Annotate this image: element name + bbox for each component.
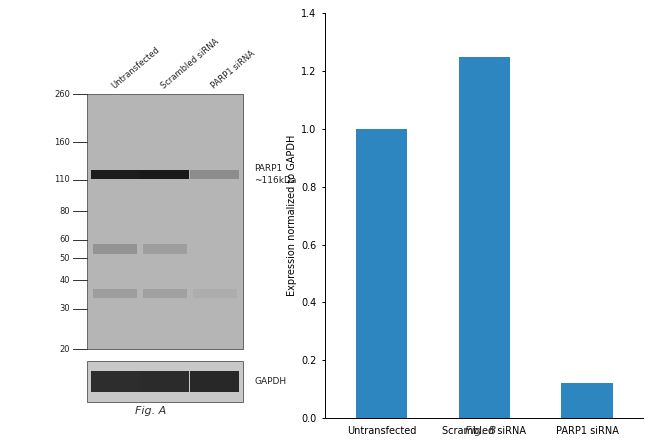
Bar <box>93 289 137 298</box>
Bar <box>93 244 137 254</box>
Text: 260: 260 <box>54 90 70 99</box>
Text: 110: 110 <box>54 175 70 184</box>
Bar <box>143 244 187 254</box>
Text: 40: 40 <box>59 276 70 285</box>
Text: 20: 20 <box>59 345 70 354</box>
Bar <box>87 361 243 402</box>
Text: 50: 50 <box>59 253 70 263</box>
Text: PARP1 siRNA: PARP1 siRNA <box>209 48 256 90</box>
Text: PARP1
~116kDa: PARP1 ~116kDa <box>254 164 296 185</box>
Text: 160: 160 <box>54 138 70 147</box>
Bar <box>91 371 140 392</box>
Y-axis label: Expression normalized to GAPDH: Expression normalized to GAPDH <box>287 135 297 296</box>
Text: Fig. B: Fig. B <box>465 425 497 436</box>
Bar <box>562 383 613 418</box>
Bar <box>356 129 407 418</box>
Bar <box>190 371 239 392</box>
Text: 80: 80 <box>59 207 70 216</box>
Bar <box>91 170 140 179</box>
Text: Scrambled siRNA: Scrambled siRNA <box>159 37 220 90</box>
Text: GAPDH: GAPDH <box>254 377 287 386</box>
Bar <box>140 170 190 179</box>
Bar <box>190 170 239 179</box>
Text: 30: 30 <box>59 304 70 313</box>
Bar <box>193 289 237 298</box>
Bar <box>87 94 243 349</box>
Text: 60: 60 <box>59 235 70 245</box>
Text: Fig. A: Fig. A <box>135 406 166 416</box>
Bar <box>143 289 187 298</box>
Bar <box>140 371 190 392</box>
Text: Untransfected: Untransfected <box>109 45 161 90</box>
Bar <box>458 57 510 418</box>
